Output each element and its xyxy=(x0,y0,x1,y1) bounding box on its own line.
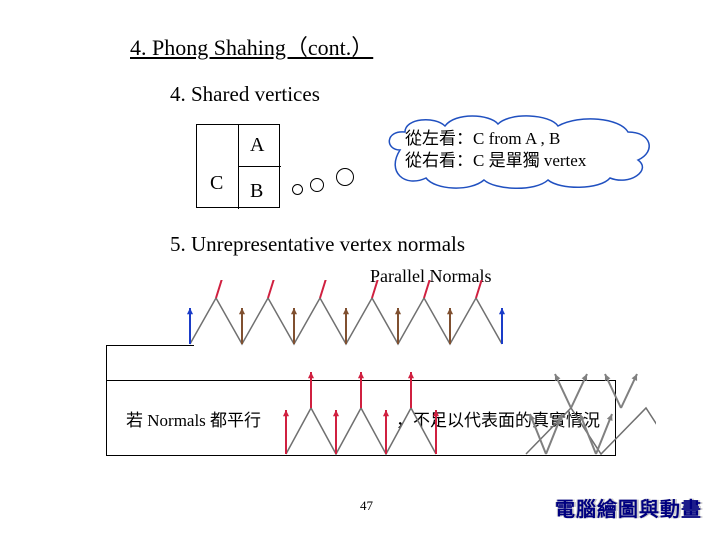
cloud-text: 從左看：C from A , B 從右看：C 是單獨 vertex xyxy=(405,128,586,172)
cloud-line2: 從右看：C 是單獨 vertex xyxy=(405,151,586,170)
page-number: 47 xyxy=(360,498,373,514)
section-4-heading: 4. Shared vertices xyxy=(170,82,320,107)
page-title: 4. Phong Shahing（cont.） xyxy=(130,30,373,62)
zigzag-diagram-1 xyxy=(180,280,540,360)
course-title: 電腦繪圖與動畫 xyxy=(555,493,702,522)
box-hline xyxy=(238,166,281,167)
cloud-line1: 從左看：C from A , B xyxy=(405,129,560,148)
connector-line xyxy=(106,345,194,381)
thought-bubble-1 xyxy=(292,184,303,195)
shared-vertex-box xyxy=(196,124,280,208)
thought-bubble-2 xyxy=(310,178,324,192)
zigzag-diagram-2 xyxy=(276,368,656,466)
box-vline xyxy=(238,125,239,209)
annotation-text-left: 若 Normals 都平行 xyxy=(126,406,261,431)
label-a: A xyxy=(250,134,264,157)
section-5-heading: 5. Unrepresentative vertex normals xyxy=(170,232,465,257)
thought-bubble-3 xyxy=(336,168,354,186)
label-b: B xyxy=(250,180,263,203)
label-c: C xyxy=(210,172,223,195)
